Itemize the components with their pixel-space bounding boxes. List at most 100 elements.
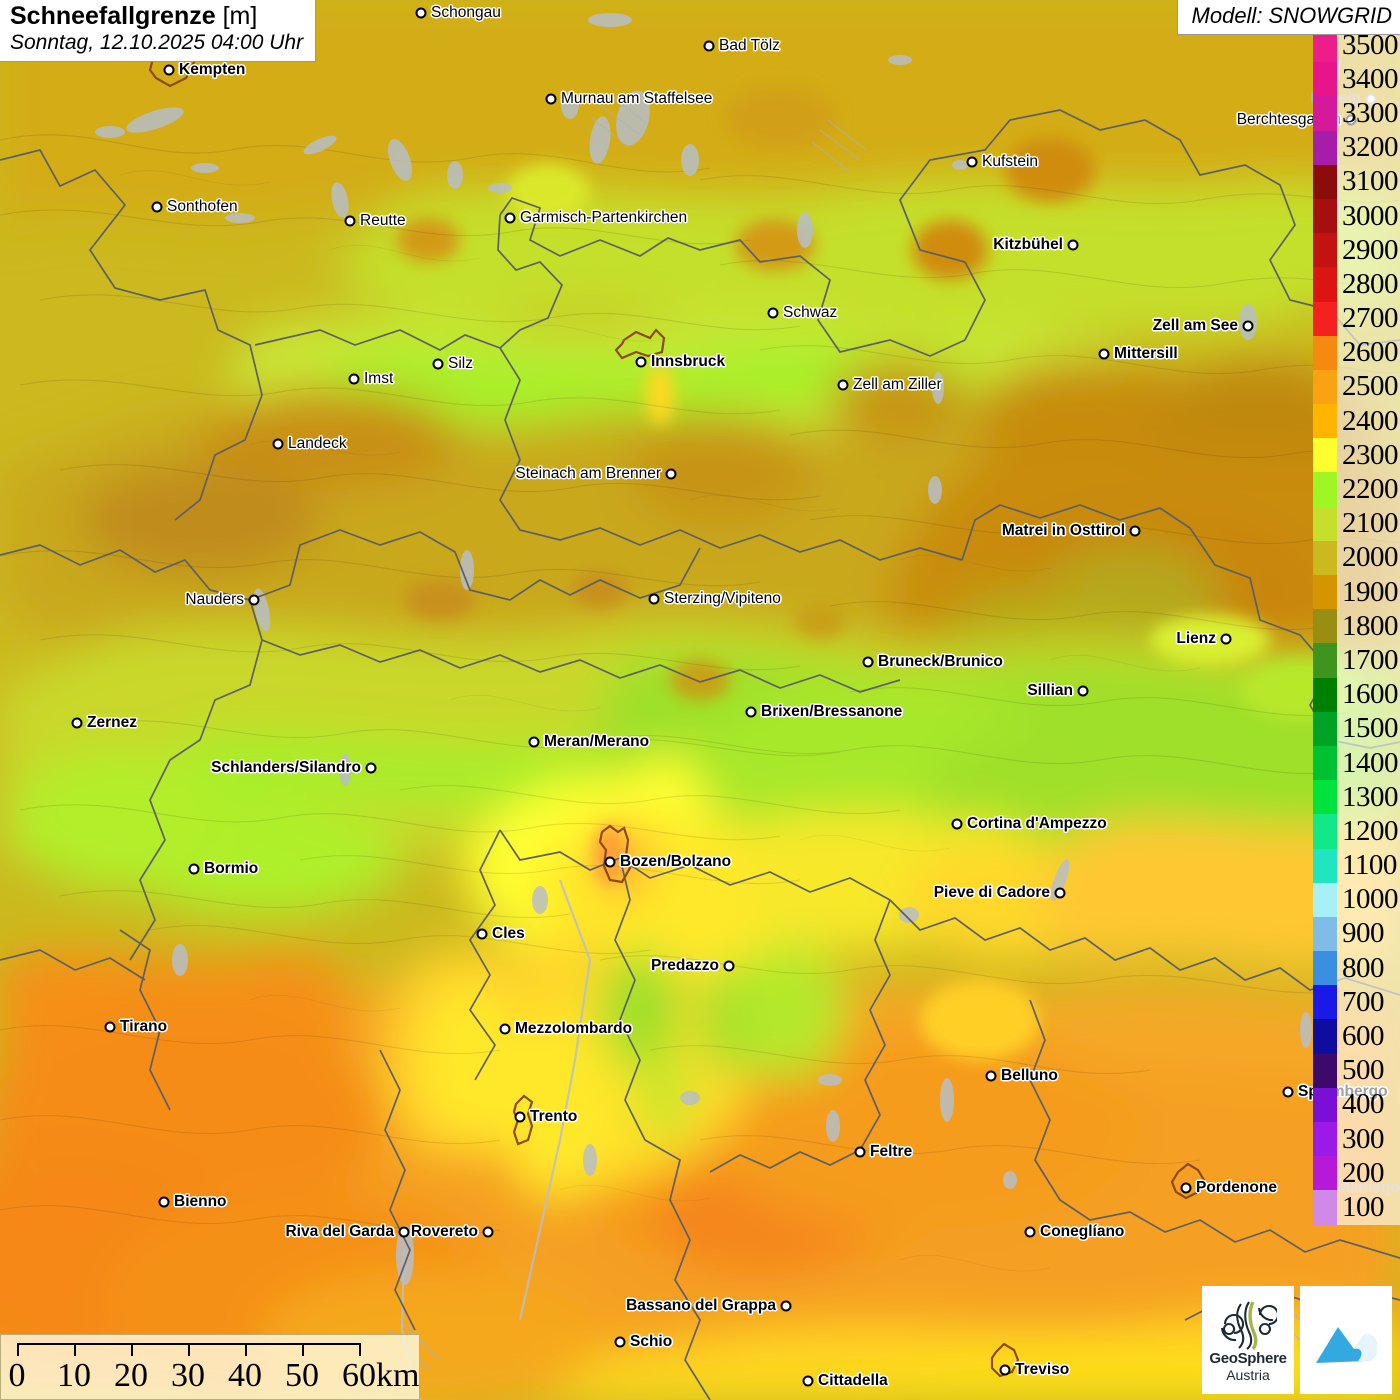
mountain-icon (1316, 1327, 1377, 1363)
place-label: Schio (630, 1333, 673, 1350)
legend-swatch (1313, 164, 1337, 199)
legend-row: 1300 (1313, 780, 1399, 815)
place-label: Belluno (1001, 1067, 1058, 1084)
scale-labels: 0 10 20 30 40 50 60km (9, 1357, 420, 1397)
legend-value: 2800 (1342, 267, 1399, 300)
legend-row: 1100 (1313, 848, 1398, 883)
legend-value: 700 (1342, 985, 1385, 1018)
place-dot-icon (1067, 239, 1079, 251)
legend-value: 2300 (1342, 438, 1399, 471)
scale-tick (302, 1343, 304, 1356)
legend-swatch (1313, 575, 1337, 610)
legend-value: 500 (1342, 1054, 1385, 1087)
legend-swatch (1313, 780, 1337, 815)
place-label: Coneglíano (1040, 1223, 1125, 1240)
place-dot-icon (1220, 633, 1232, 645)
legend-swatch (1313, 745, 1337, 781)
place-label: Schongau (431, 4, 501, 21)
legend-swatch (1313, 404, 1337, 439)
place-dot-icon (365, 762, 377, 774)
title-unit: [m] (222, 2, 258, 30)
legend-value: 100 (1342, 1190, 1385, 1223)
legend-row: 2400 (1313, 404, 1399, 439)
place-label: Cortina d'Ampezzo (967, 815, 1107, 832)
geosphere-label-line2: Austria (1226, 1366, 1270, 1383)
legend-row: 3200 (1313, 130, 1399, 165)
legend-value: 2100 (1342, 507, 1399, 540)
place-dot-icon (415, 7, 427, 19)
place-dot-icon (862, 656, 874, 668)
place-label: Kitzbühel (993, 236, 1063, 253)
place-label: Meran/Merano (544, 733, 650, 750)
legend-row: 2600 (1313, 335, 1399, 370)
place-dot-icon (528, 736, 540, 748)
place-dot-icon (482, 1226, 494, 1238)
legend-row: 3000 (1313, 198, 1399, 234)
model-label: Modell: SNOWGRID (1176, 0, 1400, 35)
place-label: Steinach am Brenner (515, 465, 661, 482)
legend-row: 2800 (1313, 267, 1399, 302)
legend-swatch (1313, 985, 1337, 1020)
legend-value: 2500 (1342, 370, 1399, 403)
place-label: Sillian (1027, 682, 1073, 699)
place-label: Sterzing/Vipiteno (664, 590, 781, 607)
legend-value: 200 (1342, 1156, 1385, 1189)
geosphere-logo[interactable]: GeoSphere Austria (1202, 1286, 1294, 1394)
place-dot-icon (802, 1375, 814, 1387)
title-parameter: Schneefallgrenze (10, 2, 216, 30)
scale-tick (131, 1343, 133, 1356)
scale-label: 50 (285, 1357, 319, 1394)
legend-value: 1400 (1342, 746, 1399, 779)
place-dot-icon (1129, 525, 1141, 537)
legend-row: 3100 (1313, 164, 1399, 199)
place-dot-icon (158, 1196, 170, 1208)
place-dot-icon (985, 1070, 997, 1082)
legend-value: 2600 (1342, 336, 1399, 369)
legend-value: 3200 (1342, 131, 1399, 164)
legend-row: 700 (1313, 985, 1398, 1020)
place-label: Silz (448, 355, 473, 372)
place-dot-icon (545, 93, 557, 105)
place-dot-icon (1077, 685, 1089, 697)
place-dot-icon (951, 818, 963, 830)
place-dot-icon (1054, 887, 1066, 899)
place-label: Pieve di Cadore (933, 884, 1050, 901)
forecast-timestamp: Sonntag, 12.10.2025 04:00 Uhr (10, 31, 304, 54)
legend-value: 1300 (1342, 780, 1399, 813)
place-label: Mezzolombardo (515, 1020, 633, 1037)
place-dot-icon (432, 358, 444, 370)
place-dot-icon (703, 40, 715, 52)
legend-row: 2500 (1313, 369, 1399, 405)
place-dot-icon (1242, 320, 1254, 332)
scale-bar: 0 10 20 30 40 50 60km (0, 1334, 420, 1400)
scale-label: 40 (228, 1357, 262, 1394)
geosphere-label-line1: GeoSphere (1209, 1349, 1287, 1367)
place-dot-icon (71, 717, 83, 729)
scale-ticks (9, 1343, 361, 1357)
place-label: Schwaz (783, 304, 838, 321)
scale-label-max: 60km (341, 1357, 420, 1394)
legend-value: 3300 (1342, 96, 1399, 129)
legend-swatch (1313, 711, 1337, 746)
place-dot-icon (1024, 1226, 1036, 1238)
place-dot-icon (1282, 1086, 1294, 1098)
legend-value: 2000 (1342, 541, 1399, 574)
legend-row: 3400 (1313, 62, 1399, 97)
legend-value: 1000 (1342, 883, 1399, 916)
place-dot-icon (398, 1226, 410, 1238)
legend-row: 300 (1313, 1122, 1398, 1157)
legend-value: 1900 (1342, 575, 1399, 608)
mountain-logo[interactable] (1300, 1286, 1392, 1394)
place-dot-icon (665, 468, 677, 480)
place-dot-icon (999, 1364, 1011, 1376)
legend-colorbar[interactable]: 3500 3400 3300 3200 3100 3000 2900 2800 2700 2600… (1313, 28, 1400, 1225)
legend-value: 1600 (1342, 678, 1399, 711)
scale-tick (188, 1343, 190, 1356)
legend-row: 1000 (1313, 882, 1399, 917)
scale-tick (74, 1343, 76, 1356)
place-dot-icon (614, 1336, 626, 1348)
place-dot-icon (854, 1146, 866, 1158)
legend-swatch (1313, 301, 1337, 336)
legend-swatch (1313, 472, 1337, 507)
